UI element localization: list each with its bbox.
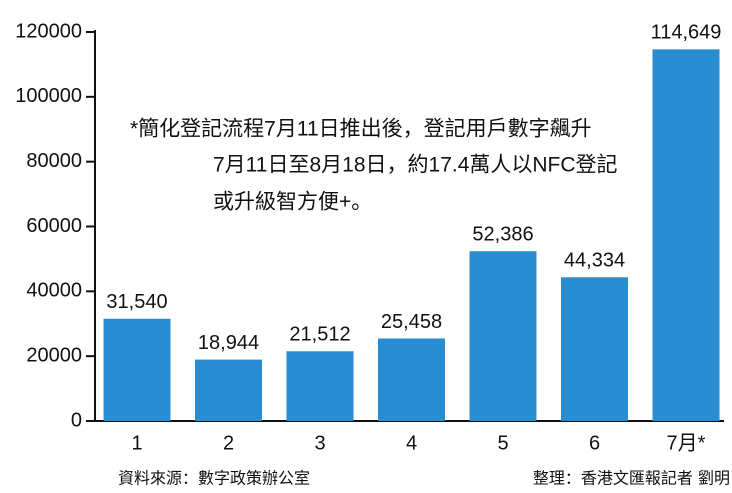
y-tick-label: 40000 xyxy=(26,280,82,302)
value-label: 31,540 xyxy=(106,291,167,313)
value-label: 21,512 xyxy=(289,324,350,346)
x-tick-label: 4 xyxy=(406,432,417,454)
y-tick-label: 100000 xyxy=(15,85,82,107)
x-tick-label: 2 xyxy=(223,432,234,454)
bar xyxy=(195,359,262,421)
x-tick-label: 7月* xyxy=(667,432,706,454)
credit: 整理：香港文匯報記者 劉明 xyxy=(533,469,730,488)
source: 資料來源：數字政策辦公室 xyxy=(118,469,310,488)
y-tick-label: 120000 xyxy=(15,20,82,42)
value-label: 25,458 xyxy=(381,311,442,333)
annotation: 或升級智方便+。 xyxy=(213,191,372,214)
annotation: 7月11日至8月18日，約17.4萬人以NFC登記 xyxy=(213,154,618,177)
y-tick-label: 0 xyxy=(71,409,82,431)
x-tick-label: 1 xyxy=(131,432,142,454)
bar xyxy=(469,251,537,421)
bar xyxy=(286,351,354,421)
value-label: 18,944 xyxy=(198,332,259,354)
bar xyxy=(378,338,445,421)
y-tick-label: 20000 xyxy=(26,344,82,366)
value-label: 44,334 xyxy=(564,250,625,272)
x-tick-label: 3 xyxy=(314,432,325,454)
bar xyxy=(652,49,720,421)
value-label: 52,386 xyxy=(472,223,533,245)
bar xyxy=(561,277,628,421)
x-tick-label: 6 xyxy=(589,432,600,454)
y-tick-label: 60000 xyxy=(26,215,82,237)
x-tick-label: 5 xyxy=(497,432,508,454)
value-label: 114,649 xyxy=(651,22,722,44)
bar xyxy=(103,318,171,421)
y-tick-label: 80000 xyxy=(26,150,82,172)
annotation: *簡化登記流程7月11日推出後，登記用戶數字飆升 xyxy=(130,118,592,141)
